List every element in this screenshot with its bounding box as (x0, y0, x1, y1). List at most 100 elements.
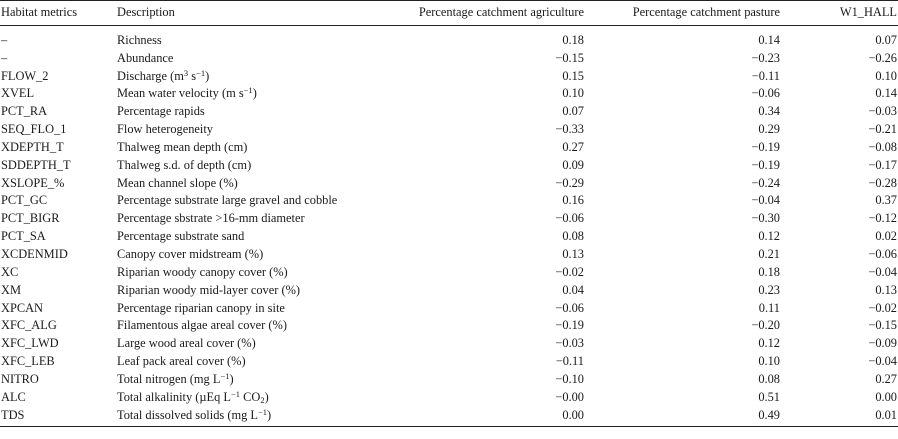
agriculture-value: −0.19 (555, 318, 584, 333)
table-row: XFC_LWD Large wood areal cover (%) −0.03 0.… (0, 335, 898, 353)
table-row: XC Riparian woody canopy cover (%) −0.02 0.… (0, 264, 898, 282)
description-text: Thalweg mean depth (cm) (117, 139, 248, 154)
metric-cell: ALC (1, 389, 26, 404)
table-row: XVEL Mean water velocity (m s−1) 0.10 −0.06… (0, 85, 898, 103)
agriculture-value: −0.02 (555, 264, 584, 279)
table-row: XPCAN Percentage riparian canopy in site −… (0, 300, 898, 318)
pasture-value: −0.19 (751, 139, 780, 154)
description-text: Percentage rapids (117, 104, 205, 119)
w1-hall-value: −0.06 (868, 246, 897, 261)
agriculture-value: −0.00 (555, 389, 584, 404)
description-text: Riparian woody mid-layer cover (%) (117, 282, 301, 297)
w1-hall-value: −0.08 (868, 139, 897, 154)
metric-cell: – (1, 32, 8, 47)
pasture-value: −0.19 (751, 157, 780, 172)
metric-cell: XDEPTH_T (1, 139, 64, 154)
table-row: XSLOPE_% Mean channel slope (%) −0.29 −0.24… (0, 175, 898, 193)
unit-text: (mg L (227, 407, 258, 422)
agriculture-value: 0.13 (562, 246, 584, 261)
table-row: – Abundance −0.15 −0.23 −0.26 (0, 50, 898, 68)
header-agriculture: Percentage catchment agriculture (407, 0, 584, 26)
pasture-value: −0.24 (751, 175, 780, 190)
agriculture-value: 0.00 (407, 406, 584, 428)
description-cell: Percentage substrate large gravel and co… (117, 192, 407, 210)
pasture-value: −0.23 (751, 50, 780, 65)
metric-cell: FLOW_2 (1, 68, 49, 83)
unit-superscript: −1 (243, 85, 253, 96)
unit-text: s (188, 68, 197, 83)
metric-cell: PCT_GC (1, 193, 48, 208)
metric-cell: PCT_BIGR (1, 211, 60, 226)
description-text: Abundance (117, 50, 174, 65)
description-cell: Abundance (117, 50, 407, 68)
description-cell: Percentage riparian canopy in site (117, 300, 407, 318)
description-text: Leaf pack areal cover (%) (117, 354, 246, 369)
metric-cell: SDDEPTH_T (1, 157, 71, 172)
agriculture-value: 0.18 (562, 32, 584, 47)
w1-hall-value: −0.12 (868, 211, 897, 226)
header-w1-hall: W1_HALL (780, 0, 898, 26)
description-text: Discharge (117, 68, 168, 83)
w1-hall-value: 0.13 (875, 282, 897, 297)
table-row: SEQ_FLO_1 Flow heterogeneity −0.33 0.29 −0.2… (0, 121, 898, 139)
description-cell: Total dissolved solids (mg L−1) (117, 406, 407, 428)
agriculture-value: −0.15 (555, 50, 584, 65)
metric-cell: XFC_ALG (1, 318, 57, 333)
metric-cell: XPCAN (1, 300, 43, 315)
table-row: XFC_ALG Filamentous algae areal cover (%)… (0, 317, 898, 335)
unit-superscript: −1 (257, 406, 268, 417)
table-row: PCT_RA Percentage rapids 0.07 0.34 −0.03 (0, 103, 898, 121)
unit-text: ) (264, 389, 269, 404)
pasture-value: 0.51 (758, 389, 780, 404)
description-cell: Thalweg s.d. of depth (cm) (117, 157, 407, 175)
description-cell: Filamentous algae areal cover (%) (117, 317, 407, 335)
pasture-value: −0.11 (751, 68, 780, 83)
w1-hall-value: 0.27 (875, 371, 897, 386)
pasture-value: 0.12 (758, 336, 780, 351)
description-cell: Riparian woody canopy cover (%) (117, 264, 407, 282)
description-text: Large wood areal cover (%) (117, 336, 256, 351)
table-row: TDS Total dissolved solids (mg L−1) 0.00 0.… (0, 406, 898, 428)
w1-hall-value: −0.17 (868, 157, 897, 172)
unit-superscript: −1 (231, 388, 241, 399)
unit-text: ) (229, 371, 234, 386)
description-cell: Flow heterogeneity (117, 121, 407, 139)
description-text: Total alkalinity (117, 389, 193, 404)
pasture-value: 0.14 (758, 32, 780, 47)
agriculture-value: −0.10 (555, 371, 584, 386)
table-row: SDDEPTH_T Thalweg s.d. of depth (cm) 0.09 −… (0, 157, 898, 175)
agriculture-value: −0.29 (555, 175, 584, 190)
header-pasture: Percentage catchment pasture (584, 0, 780, 26)
table-row: XCDENMID Canopy cover midstream (%) 0.13 0.… (0, 246, 898, 264)
description-cell: Percentage substrate sand (117, 228, 407, 246)
pasture-value: 0.08 (758, 371, 780, 386)
description-text: Riparian woody canopy cover (%) (117, 264, 288, 279)
description-text: Percentage sbstrate >16-mm diameter (117, 211, 305, 226)
w1-hall-value: −0.03 (868, 104, 897, 119)
unit-superscript: −1 (196, 67, 206, 78)
description-text: Percentage substrate sand (117, 229, 245, 244)
unit-text: (µEq L (195, 389, 231, 404)
w1-hall-value: −0.28 (868, 175, 897, 190)
description-cell: Mean channel slope (%) (117, 175, 407, 193)
metric-cell: XCDENMID (1, 246, 68, 261)
pasture-value: 0.11 (758, 300, 780, 315)
header-description: Description (117, 0, 407, 26)
w1-hall-value: 0.07 (875, 32, 897, 47)
unit-text: (m s (221, 86, 244, 101)
pasture-value: 0.18 (758, 264, 780, 279)
description-text: Total dissolved solids (117, 407, 225, 422)
pasture-value: 0.34 (758, 104, 780, 119)
w1-hall-value: 0.02 (875, 229, 897, 244)
description-cell: Total nitrogen (mg L−1) (117, 371, 407, 389)
w1-hall-value: 0.10 (875, 68, 897, 83)
w1-hall-value: 0.00 (875, 389, 897, 404)
metric-cell: XC (1, 264, 19, 279)
pasture-value: −0.30 (751, 211, 780, 226)
table-row: XDEPTH_T Thalweg mean depth (cm) 0.27 −0.19… (0, 139, 898, 157)
description-text: Flow heterogeneity (117, 122, 214, 137)
table-row: PCT_SA Percentage substrate sand 0.08 0.12 0… (0, 228, 898, 246)
description-cell: Canopy cover midstream (%) (117, 246, 407, 264)
metric-cell: XFC_LEB (1, 354, 55, 369)
description-cell: Leaf pack areal cover (%) (117, 353, 407, 371)
